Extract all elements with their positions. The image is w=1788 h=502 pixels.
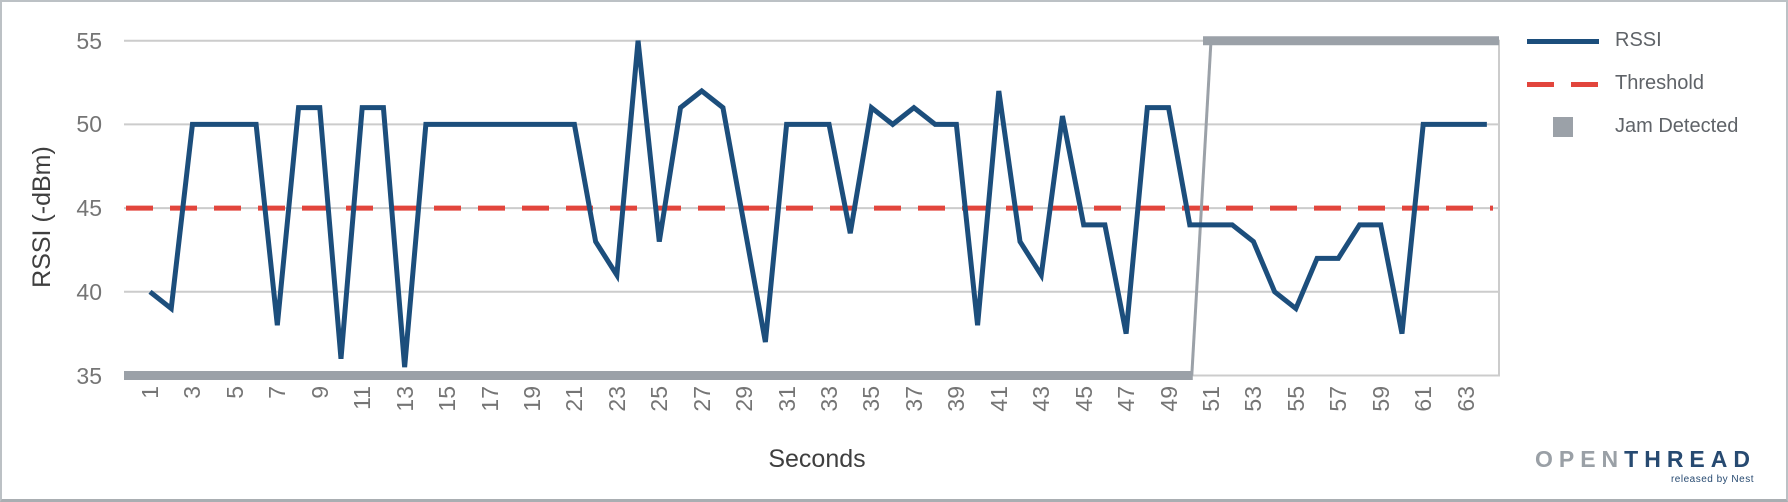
x-tick-label: 5 — [221, 386, 248, 399]
x-tick-label: 63 — [1452, 386, 1479, 412]
x-tick-label: 9 — [306, 386, 333, 399]
x-tick-label: 29 — [731, 386, 758, 412]
x-tick-label: 17 — [476, 386, 503, 412]
legend-item-threshold: Threshold — [1527, 62, 1782, 105]
x-tick-label: 25 — [646, 386, 673, 412]
x-tick-label: 11 — [349, 386, 376, 410]
openthread-logo: OPENTHREAD released by Nest — [1535, 446, 1756, 485]
legend-label: Threshold — [1615, 72, 1704, 94]
x-tick-label: 15 — [434, 386, 461, 412]
y-tick-label: 45 — [76, 195, 102, 222]
openthread-wordmark: OPENTHREAD — [1534, 446, 1756, 472]
x-tick-label: 37 — [900, 386, 927, 412]
y-tick-label: 50 — [76, 111, 102, 138]
legend-label: RSSI — [1615, 29, 1662, 51]
chart-legend: RSSI Threshold Jam Detected — [1527, 19, 1782, 148]
x-tick-label: 39 — [943, 386, 970, 412]
x-tick-label: 3 — [179, 386, 206, 399]
x-tick-label: 35 — [858, 386, 885, 412]
legend-label: Jam Detected — [1615, 115, 1739, 137]
x-tick-label: 19 — [518, 386, 545, 412]
rssi-series-line — [148, 40, 1487, 368]
x-tick-label: 41 — [985, 386, 1012, 412]
dashed-line-icon — [1527, 74, 1599, 94]
y-axis-title: RSSI (-dBm) — [28, 146, 56, 288]
x-tick-label: 7 — [264, 386, 291, 399]
x-tick-label: 55 — [1282, 386, 1309, 412]
x-axis-title: Seconds — [768, 445, 866, 473]
x-tick-label: 51 — [1198, 386, 1224, 412]
x-tick-label: 13 — [391, 386, 418, 412]
x-tick-label: 53 — [1240, 386, 1267, 412]
x-tick-label: 33 — [816, 386, 843, 412]
x-tick-label: 59 — [1367, 386, 1394, 412]
y-tick-label: 35 — [76, 362, 102, 389]
x-tick-label: 45 — [1070, 386, 1097, 412]
x-tick-label: 47 — [1113, 386, 1140, 412]
x-tick-label: 31 — [773, 386, 800, 412]
x-tick-label: 49 — [1155, 386, 1182, 412]
legend-item-rssi: RSSI — [1527, 19, 1782, 62]
logo-tagline: released by Nest — [1670, 474, 1754, 485]
x-tick-label: 43 — [1028, 386, 1055, 412]
y-tick-label: 40 — [76, 278, 102, 305]
y-tick-label: 55 — [76, 27, 102, 54]
x-tick-label: 27 — [688, 386, 715, 412]
x-tick-label: 1 — [137, 386, 163, 399]
x-tick-label: 21 — [561, 386, 588, 412]
square-icon — [1527, 116, 1599, 137]
legend-item-jam-detected: Jam Detected — [1527, 105, 1782, 148]
x-tick-label: 61 — [1410, 386, 1437, 412]
rssi-line-icon — [1527, 31, 1599, 51]
x-tick-label: 57 — [1325, 386, 1352, 412]
x-tick-label: 23 — [603, 386, 630, 412]
